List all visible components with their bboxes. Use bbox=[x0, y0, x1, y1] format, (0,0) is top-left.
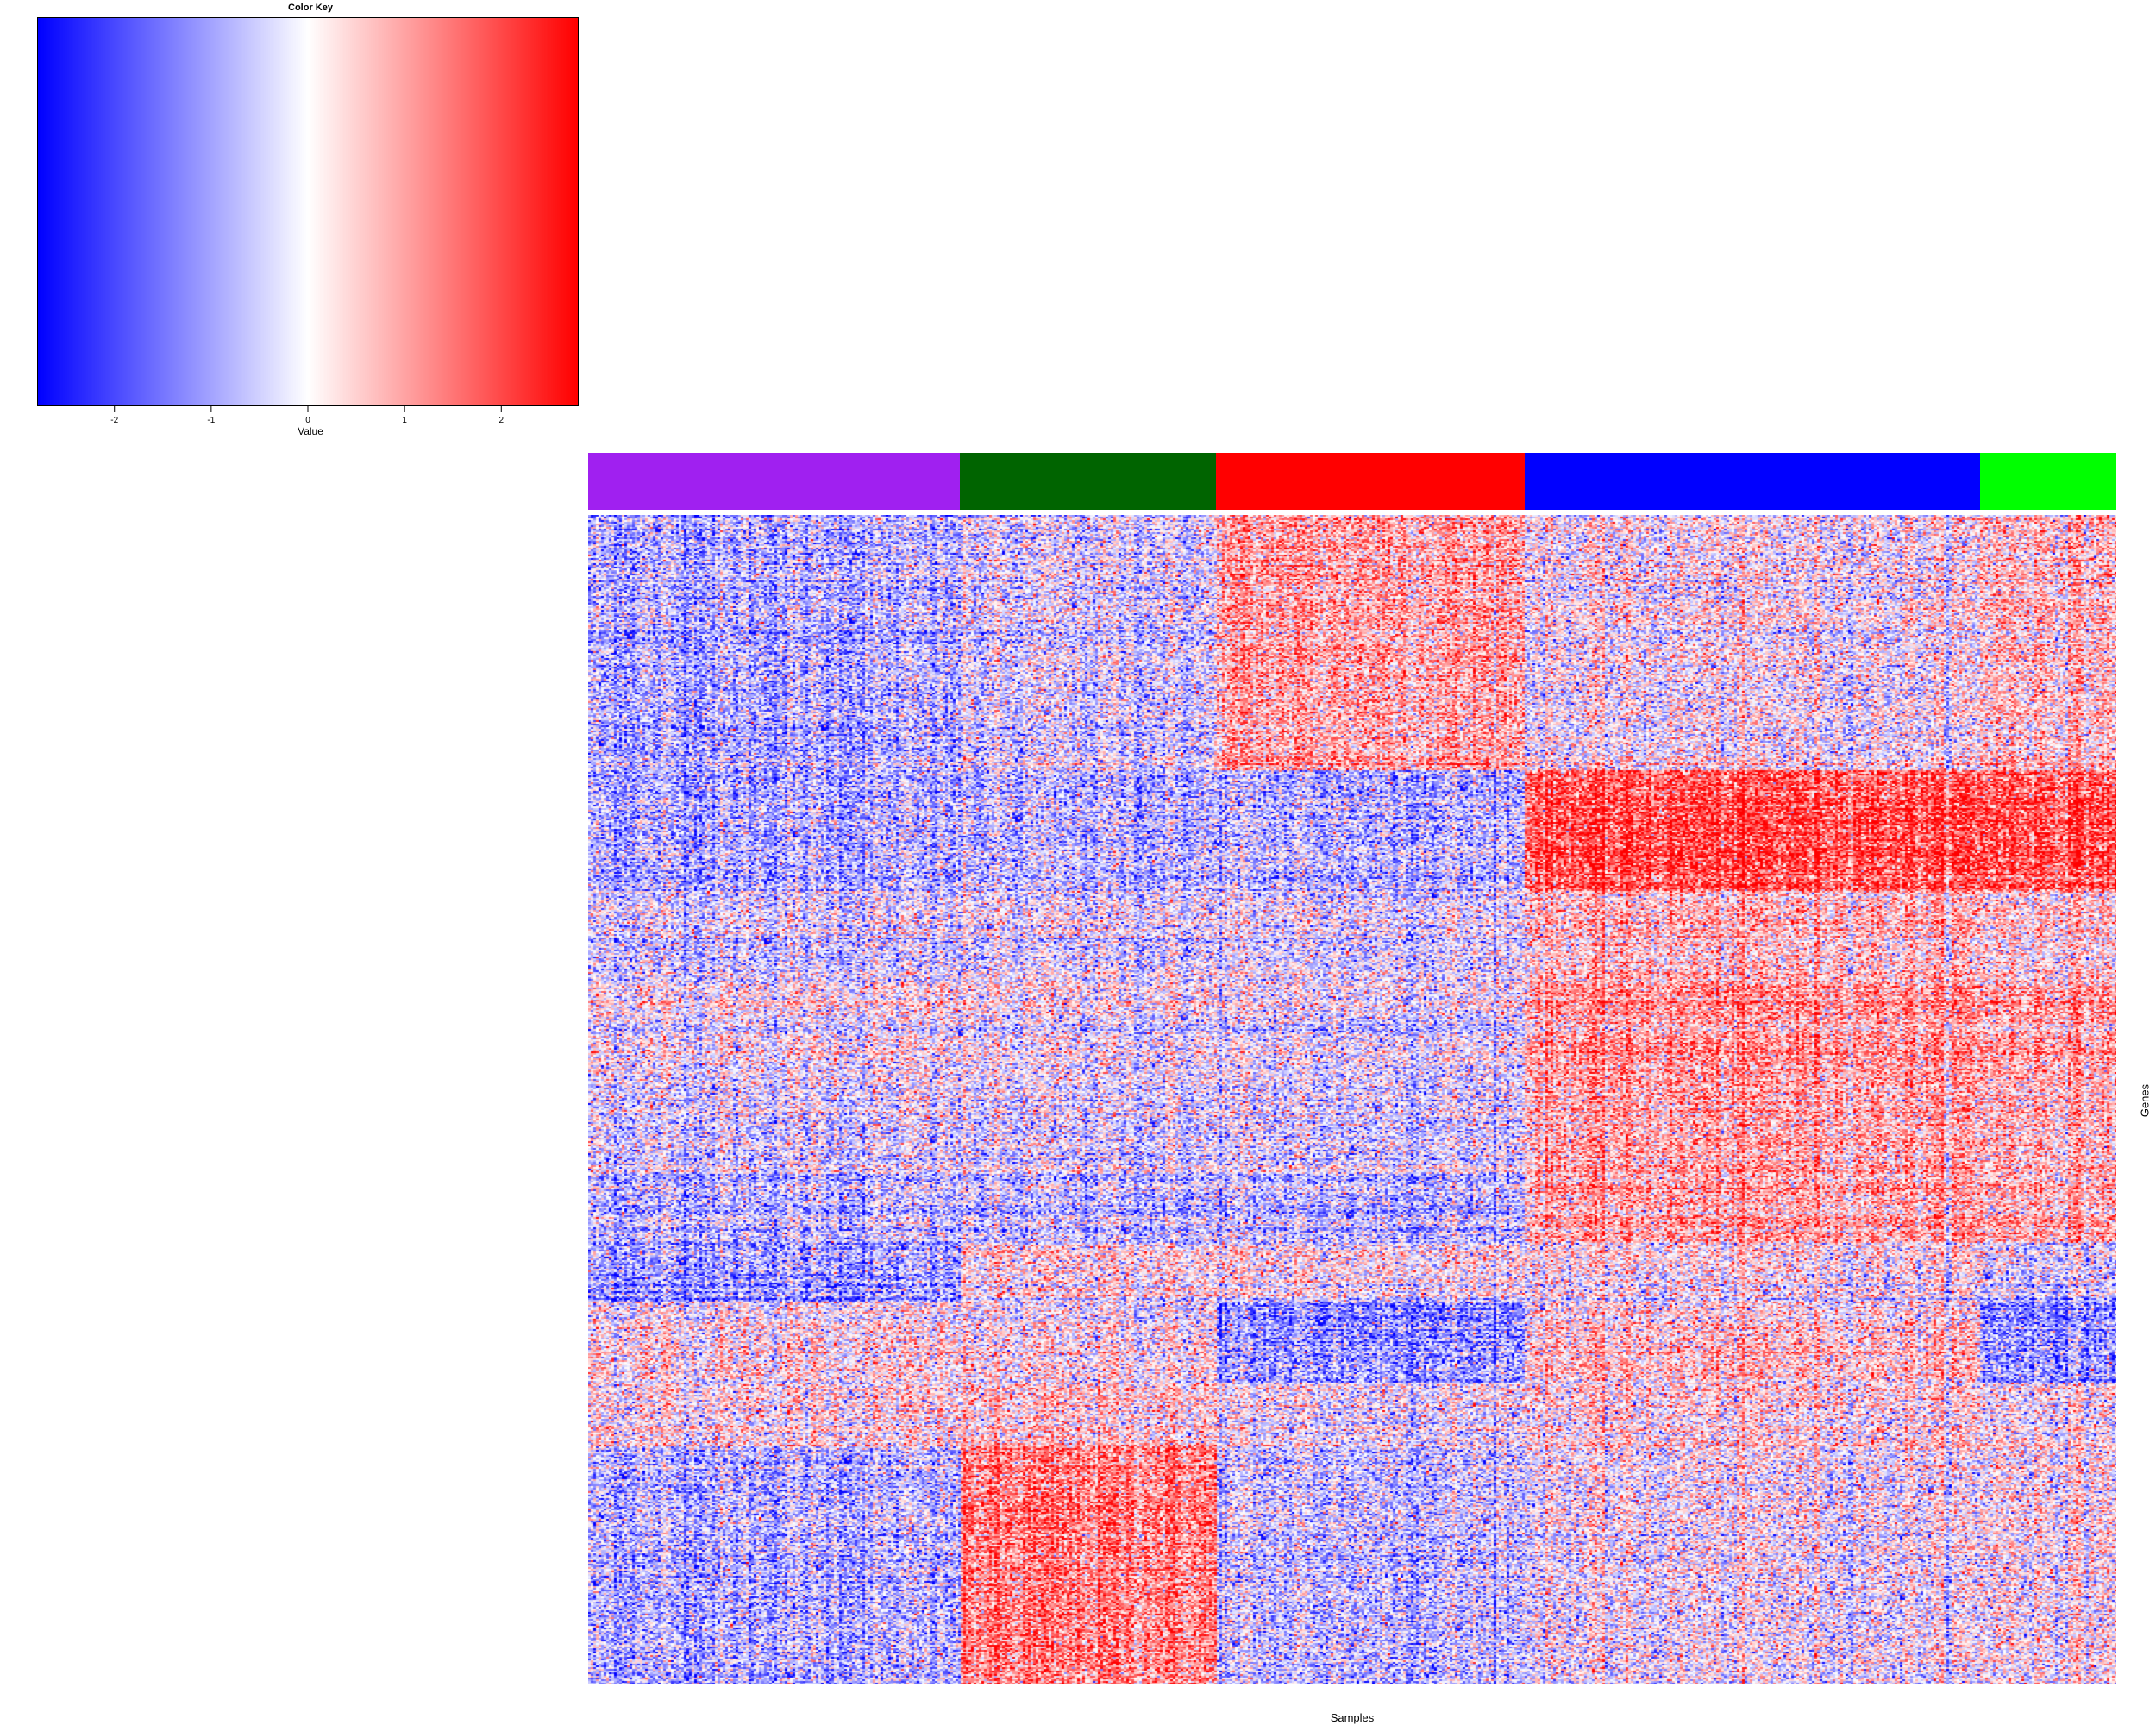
color-key-tick-label: -2 bbox=[110, 416, 118, 425]
color-key-xlabel: Value bbox=[298, 425, 323, 437]
color-key-title: Color Key bbox=[288, 3, 333, 13]
expression-heatmap bbox=[588, 515, 2116, 1684]
sample-group-2 bbox=[960, 453, 1216, 510]
color-key-tick-label: 1 bbox=[402, 416, 407, 425]
color-key-gradient bbox=[37, 17, 579, 406]
color-key-tick-label: -1 bbox=[207, 416, 215, 425]
sample-group-4 bbox=[1525, 453, 1980, 510]
color-key-tick-label: 0 bbox=[305, 416, 310, 425]
color-key-axis: -2 -1 0 1 2 bbox=[110, 406, 505, 425]
color-key-tick-label: 2 bbox=[499, 416, 505, 425]
y-axis-label: Genes bbox=[2138, 1083, 2152, 1118]
sample-group-3 bbox=[1216, 453, 1525, 510]
sample-group-5 bbox=[1980, 453, 2116, 510]
x-axis-label: Samples bbox=[1330, 1711, 1375, 1724]
sample-group-colorbar bbox=[588, 453, 2116, 510]
sample-group-1 bbox=[588, 453, 960, 510]
